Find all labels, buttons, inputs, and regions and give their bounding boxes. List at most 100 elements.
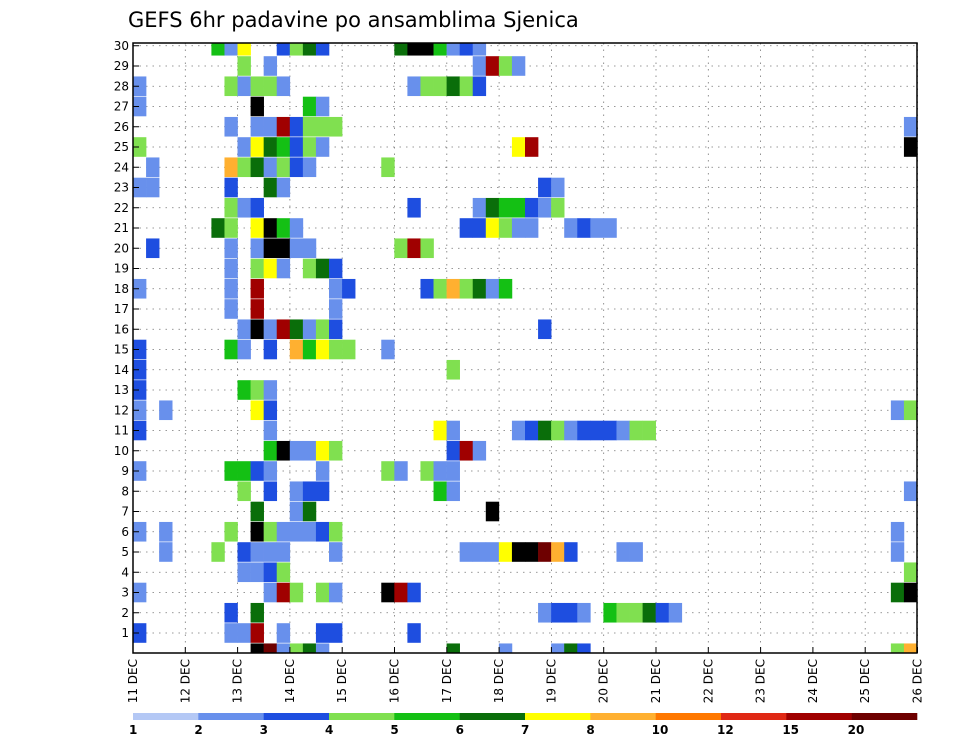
- y-tick-label: 19: [114, 262, 129, 276]
- heatmap-cell: [315, 481, 330, 502]
- heatmap-cell: [302, 157, 317, 178]
- y-tick-label: 27: [114, 100, 129, 114]
- colorbar-swatch: [786, 713, 852, 720]
- y-tick-label: 4: [121, 565, 129, 579]
- heatmap-cell: [420, 461, 434, 481]
- heatmap-cell: [276, 157, 291, 178]
- heatmap-cell: [315, 96, 330, 117]
- heatmap-cell: [525, 420, 539, 441]
- heatmap-cell: [302, 137, 317, 157]
- heatmap-cell: [616, 420, 630, 441]
- heatmap-cell: [289, 481, 304, 502]
- heatmap-cell: [263, 643, 278, 653]
- heatmap-cell: [276, 623, 291, 643]
- y-tick-label: 10: [114, 444, 129, 458]
- plot-frame: [132, 42, 918, 654]
- heatmap-cell: [603, 218, 617, 238]
- heatmap-cell: [420, 238, 434, 259]
- x-tick-label: 22 DEC: [701, 659, 715, 703]
- heatmap-cell: [133, 400, 147, 421]
- heatmap-cell: [237, 562, 251, 583]
- heatmap-cell: [342, 278, 356, 299]
- heatmap-cell: [394, 582, 408, 603]
- heatmap-cell: [551, 542, 565, 562]
- x-tick-label: 11 DEC: [126, 659, 140, 703]
- heatmap-cell: [668, 602, 683, 623]
- heatmap-cell: [276, 218, 291, 238]
- heatmap-cell: [511, 542, 526, 562]
- heatmap-cell: [250, 562, 264, 583]
- heatmap-cell: [263, 258, 278, 279]
- y-tick-label: 14: [114, 363, 129, 377]
- heatmap-cell: [511, 218, 526, 238]
- heatmap-cell: [263, 380, 278, 400]
- heatmap-cell: [577, 420, 591, 441]
- heatmap-cell: [446, 278, 460, 299]
- heatmap-cell: [263, 116, 278, 137]
- heatmap-cell: [472, 197, 487, 218]
- y-tick-label: 3: [121, 586, 129, 600]
- heatmap-cell: [564, 602, 578, 623]
- heatmap-cell: [315, 43, 330, 56]
- heatmap-cell: [315, 643, 330, 653]
- colorbar-swatch: [721, 713, 787, 720]
- heatmap-cell: [133, 521, 147, 542]
- heatmap-cell: [329, 542, 343, 562]
- heatmap-cell: [590, 218, 604, 238]
- heatmap-cell: [250, 137, 264, 157]
- heatmap-cell: [407, 43, 421, 56]
- heatmap-cell: [329, 440, 343, 461]
- heatmap-cell: [302, 238, 317, 259]
- heatmap-cell: [276, 319, 291, 340]
- heatmap-cell: [224, 521, 238, 542]
- heatmap-cell: [237, 461, 251, 481]
- heatmap-cell: [237, 157, 251, 178]
- heatmap-cell: [525, 137, 539, 157]
- heatmap-cell: [276, 177, 291, 198]
- heatmap-cell: [315, 137, 330, 157]
- heatmap-cell: [211, 43, 225, 56]
- y-tick-label: 12: [114, 403, 129, 417]
- heatmap-cell: [224, 177, 238, 198]
- heatmap-cell: [329, 116, 343, 137]
- heatmap-cell: [577, 602, 591, 623]
- y-tick-label: 29: [114, 59, 129, 73]
- y-tick-label: 28: [114, 79, 129, 93]
- heatmap-cell: [237, 380, 251, 400]
- heatmap-cell: [459, 218, 474, 238]
- heatmap-cell: [146, 177, 160, 198]
- heatmap-cell: [302, 43, 317, 56]
- x-tick-label: 24 DEC: [806, 659, 820, 703]
- heatmap-cell: [250, 602, 264, 623]
- y-tick-label: 17: [114, 302, 129, 316]
- heatmap-cell: [263, 238, 278, 259]
- heatmap-cell: [146, 157, 160, 178]
- heatmap-cell: [564, 420, 578, 441]
- heatmap-cell: [289, 319, 304, 340]
- colorbar-label: 15: [782, 723, 799, 737]
- heatmap-cell: [903, 137, 918, 157]
- heatmap-cell: [433, 76, 447, 97]
- heatmap-cell: [577, 643, 591, 653]
- heatmap-cell: [250, 542, 264, 562]
- y-tick-label: 13: [114, 383, 129, 397]
- heatmap-cell: [315, 461, 330, 481]
- heatmap-cell: [525, 218, 539, 238]
- heatmap-cell: [263, 218, 278, 238]
- heatmap-cell: [472, 218, 487, 238]
- heatmap-cell: [577, 218, 591, 238]
- heatmap-cell: [250, 116, 264, 137]
- heatmap-cell: [133, 339, 147, 360]
- heatmap-cell: [381, 461, 395, 481]
- heatmap-cell: [133, 76, 147, 97]
- heatmap-cell: [329, 299, 343, 319]
- heatmap-cell: [485, 501, 500, 522]
- heatmap-cell: [538, 177, 552, 198]
- heatmap-cell: [407, 76, 421, 97]
- heatmap-cell: [420, 43, 434, 56]
- heatmap-cell: [903, 582, 918, 603]
- heatmap-cell: [485, 197, 500, 218]
- heatmap-cell: [459, 278, 474, 299]
- heatmap-cell: [133, 359, 147, 380]
- heatmap-cell: [564, 643, 578, 653]
